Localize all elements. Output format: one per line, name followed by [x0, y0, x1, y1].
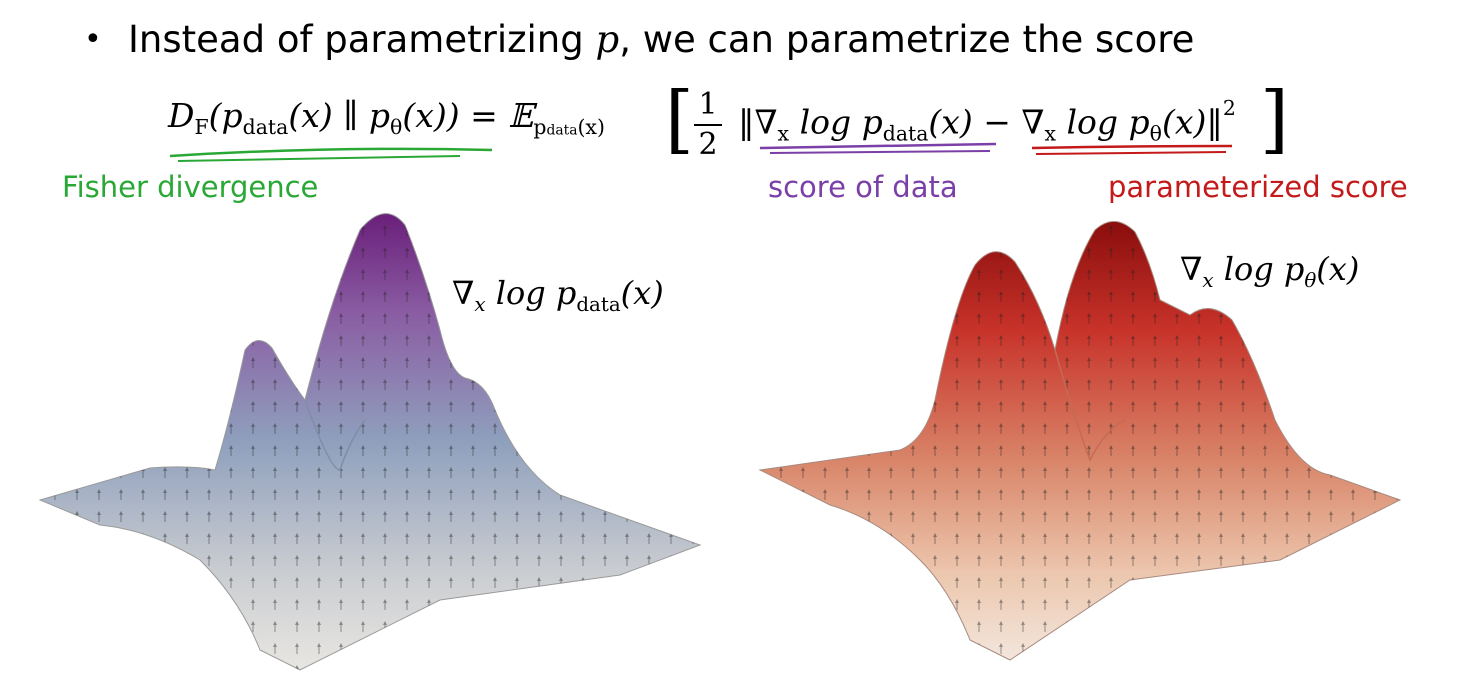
score-of-data-label: score of data: [768, 170, 958, 204]
one-half-fraction: 1 2: [690, 88, 726, 162]
right-surface-arrows: [760, 221, 1400, 660]
left-bracket: [: [665, 76, 694, 162]
formula-rhs: ‖∇x log pdata(x) − ∇x log pθ(x)‖2: [738, 96, 1236, 146]
left-surface-label: ∇x log pdata(x): [452, 274, 664, 316]
right-surface-label: ∇x log pθ(x): [1180, 250, 1360, 292]
bullet-text-after: , we can parametrize the score: [619, 18, 1195, 61]
parameterized-score-label: parameterized score: [1108, 170, 1408, 204]
bullet-variable: p: [595, 18, 620, 61]
right-bracket: ]: [1260, 76, 1289, 162]
right-peak-ridge: [1054, 349, 1126, 462]
bullet-text-before: Instead of parametrizing: [128, 18, 596, 61]
right-surface: [758, 221, 1402, 661]
left-surface: [38, 213, 702, 671]
left-peak-ridge: [304, 399, 366, 471]
bullet-symbol: •: [84, 22, 102, 57]
fisher-divergence-label: Fisher divergence: [62, 170, 319, 204]
bullet-line: • Instead of parametrizing p, we can para…: [84, 18, 1194, 68]
formula-lhs: DF(pdata(x) ∥ pθ(x)) = 𝔼pdata(x): [168, 96, 605, 140]
fisher-divergence-formula: DF(pdata(x) ∥ pθ(x)) = 𝔼pdata(x) [ 1 2 ‖…: [160, 76, 1300, 170]
left-surface-arrows: [40, 213, 700, 671]
